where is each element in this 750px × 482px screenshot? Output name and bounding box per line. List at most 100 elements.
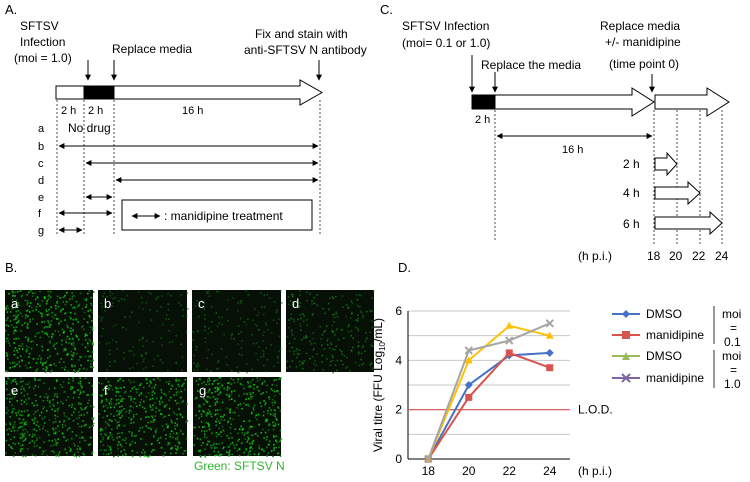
a-seg2-label: 2 h bbox=[88, 105, 103, 117]
a-timeline-seg2 bbox=[83, 85, 115, 100]
moi-a-line1: moi bbox=[722, 307, 741, 321]
a-seg1-label: 2 h bbox=[61, 105, 76, 117]
series-line-1 bbox=[427, 351, 551, 460]
c-seg1-label: 2 h bbox=[475, 114, 490, 126]
moi-b-line3: 1.0 bbox=[724, 377, 741, 391]
a-seg3-label: 16 h bbox=[182, 105, 203, 117]
y-tick-label: 2 bbox=[395, 403, 402, 417]
data-point-0-1 bbox=[464, 381, 473, 389]
a-infection-line1: SFTSV bbox=[20, 19, 59, 33]
y-tick-label: 4 bbox=[395, 353, 402, 367]
micrograph-e: e bbox=[5, 377, 95, 458]
a-row-d: d bbox=[38, 175, 44, 187]
c-time-6h: 6 h bbox=[623, 217, 640, 231]
x-axis-unit: (h p.i.) bbox=[578, 464, 612, 478]
series-1 bbox=[424, 349, 554, 463]
micrograph-d: d bbox=[286, 290, 375, 374]
a-fix-line1: Fix and stain with bbox=[255, 27, 348, 41]
micrograph-label-a: a bbox=[11, 296, 19, 311]
data-point-3-3 bbox=[545, 319, 554, 328]
micrograph-a: a bbox=[5, 290, 95, 373]
moi-b-line2: = bbox=[730, 363, 737, 377]
c-timeline-arrow bbox=[494, 87, 655, 117]
micrograph-c: c bbox=[192, 290, 283, 374]
c-tick-18: 18 bbox=[647, 249, 661, 263]
micrograph-label-f: f bbox=[104, 383, 108, 398]
c-tick-22: 22 bbox=[692, 249, 706, 263]
c-tick-20: 20 bbox=[669, 249, 683, 263]
c-infection-line1: SFTSV Infection bbox=[402, 19, 489, 33]
c-arrow-4h bbox=[654, 180, 701, 206]
c-timeline-black bbox=[471, 94, 496, 110]
moi-a-line3: 0.1 bbox=[724, 335, 741, 349]
series-line-0 bbox=[427, 351, 550, 460]
a-row-a: a bbox=[38, 123, 45, 135]
x-tick-label: 22 bbox=[503, 464, 517, 478]
micrograph-label-e: e bbox=[11, 383, 18, 398]
micrograph-tiles: a b c d e f g bbox=[5, 290, 375, 458]
micrograph-g: g bbox=[193, 377, 283, 458]
lod-label: L.O.D. bbox=[578, 403, 613, 417]
panel-a: A. SFTSV Infection (moi = 1.0) Replace m… bbox=[5, 2, 367, 237]
legend-marker-2 bbox=[622, 352, 630, 360]
chart-legend: DMSO manidipine DMSO manidipine moi = 0.… bbox=[612, 306, 741, 391]
micrograph-label-d: d bbox=[292, 296, 299, 311]
a-row-c: c bbox=[38, 158, 44, 170]
data-point-3-0 bbox=[424, 454, 433, 464]
data-point-1-2 bbox=[505, 349, 513, 357]
micrograph-label-c: c bbox=[198, 296, 205, 311]
series-line-2 bbox=[427, 324, 551, 460]
panel-a-letter: A. bbox=[5, 2, 17, 17]
legend-label-2: DMSO bbox=[646, 349, 682, 363]
x-tick-label: 24 bbox=[543, 464, 557, 478]
x-tick-label: 20 bbox=[462, 464, 476, 478]
x-tick-label: 18 bbox=[422, 464, 436, 478]
series-3 bbox=[424, 319, 554, 464]
series-line-3 bbox=[427, 322, 551, 460]
a-no-drug: No drug bbox=[68, 121, 111, 135]
legend-marker-3 bbox=[621, 373, 631, 383]
data-point-2-1 bbox=[464, 356, 473, 364]
data-point-0-3 bbox=[545, 348, 554, 357]
a-treatments bbox=[58, 143, 319, 233]
y-axis-label: Viral titre (FFU Log10/mL) bbox=[371, 318, 387, 452]
c-replace2-line2: +/- manidipine bbox=[605, 35, 681, 49]
c-replace2-line3: (time point 0) bbox=[609, 57, 679, 71]
series-0 bbox=[424, 348, 554, 463]
c-seg2-label: 16 h bbox=[562, 144, 583, 156]
c-time-4h: 4 h bbox=[623, 186, 640, 200]
c-tick-24: 24 bbox=[715, 249, 729, 263]
data-point-3-1 bbox=[464, 346, 473, 355]
c-arrow-2h bbox=[654, 151, 678, 177]
a-row-b: b bbox=[38, 141, 44, 153]
a-timeline-arrow bbox=[113, 79, 324, 106]
a-infection-line3: (moi = 1.0) bbox=[14, 51, 72, 65]
panel-b: B. a b c d e f g Green: SFTSV N bbox=[5, 260, 375, 473]
series-2 bbox=[424, 321, 554, 462]
data-point-3-2 bbox=[505, 336, 514, 345]
a-fix-line2: anti-SFTSV N antibody bbox=[244, 43, 367, 57]
c-axis-unit: (h p.i.) bbox=[578, 249, 612, 263]
legend-label-3: manidipine bbox=[646, 371, 704, 385]
a-replace-media: Replace media bbox=[112, 42, 192, 56]
b-caption: Green: SFTSV N bbox=[194, 459, 285, 473]
panel-c-letter: C. bbox=[380, 2, 393, 17]
data-point-1-1 bbox=[465, 393, 473, 401]
micrograph-label-g: g bbox=[199, 383, 206, 398]
c-arrow-6h bbox=[654, 210, 723, 236]
legend-label-0: DMSO bbox=[646, 307, 682, 321]
micrograph-f: f bbox=[98, 377, 189, 458]
a-row-e: e bbox=[38, 192, 44, 204]
micrograph-b: b bbox=[98, 290, 189, 373]
panel-d-letter: D. bbox=[398, 260, 411, 275]
legend-marker-0 bbox=[622, 310, 630, 318]
a-legend-box bbox=[121, 199, 313, 231]
c-timeline-arrow2 bbox=[654, 87, 730, 117]
c-time-2h: 2 h bbox=[623, 157, 640, 171]
y-tick-label: 6 bbox=[395, 304, 402, 318]
a-timeline-seg1 bbox=[55, 85, 87, 100]
y-tick-label: 0 bbox=[395, 452, 402, 466]
moi-b-line1: moi bbox=[722, 349, 741, 363]
